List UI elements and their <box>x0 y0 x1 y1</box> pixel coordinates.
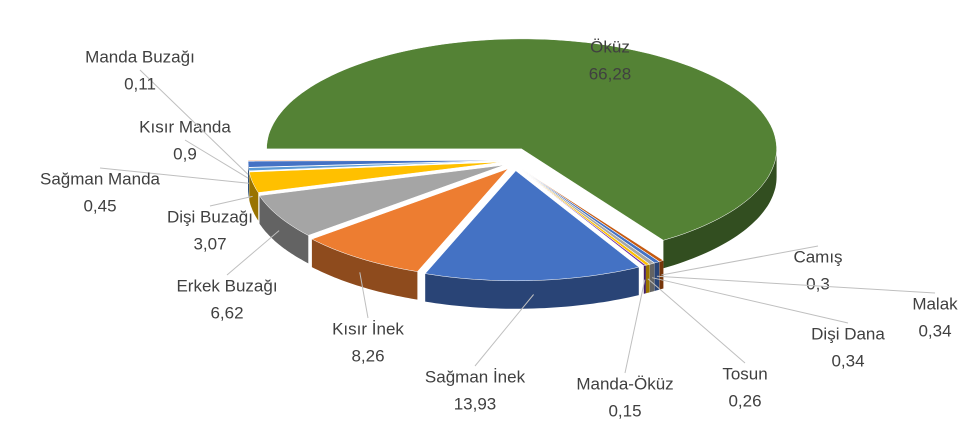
data-label-value: 13,93 <box>454 394 497 413</box>
slice <box>520 169 647 267</box>
slice <box>247 160 504 168</box>
leader-line <box>474 294 534 367</box>
slice-side <box>425 267 639 309</box>
slice <box>311 168 509 272</box>
data-label-name: Dişi Buzağı <box>167 207 253 226</box>
data-label-value: 66,28 <box>589 64 632 83</box>
slice <box>259 164 505 236</box>
data-label-value: 0,15 <box>608 401 641 420</box>
data-label-value: 0,34 <box>918 321 951 340</box>
data-label-name: Manda-Öküz <box>576 374 673 393</box>
leader-line <box>99 167 249 184</box>
data-label-value: 0,26 <box>728 391 761 410</box>
slice <box>248 160 504 172</box>
slice-side <box>659 260 664 290</box>
leader-line <box>139 69 249 175</box>
slice <box>247 159 504 162</box>
data-label-name: Manda Buzağı <box>85 47 195 66</box>
data-label-name: Kısır Manda <box>139 117 231 136</box>
data-label-value: 3,07 <box>193 234 226 253</box>
leader-line <box>226 230 280 276</box>
slice <box>266 38 777 241</box>
slice <box>248 161 504 193</box>
leader-line <box>209 195 253 207</box>
data-label-name: Dişi Dana <box>811 324 885 343</box>
data-label-value: 0,9 <box>173 144 197 163</box>
slice <box>521 168 660 264</box>
data-label-value: 0,34 <box>831 351 864 370</box>
data-label-value: 0,45 <box>83 196 116 215</box>
leader-line <box>359 272 369 319</box>
slice-side <box>259 195 309 264</box>
leader-line <box>647 278 746 364</box>
data-label-value: 8,26 <box>351 346 384 365</box>
slice <box>424 170 640 282</box>
data-label-name: Öküz <box>590 37 630 56</box>
leader-line <box>651 277 849 324</box>
data-label-value: 6,62 <box>210 303 243 322</box>
slice-side <box>663 148 777 269</box>
data-label-value: 0,3 <box>806 274 830 293</box>
leader-line <box>184 139 249 179</box>
data-label-name: Kısır İnek <box>332 319 404 338</box>
leader-line <box>624 279 646 374</box>
slice-side <box>248 161 249 196</box>
slice-side <box>643 265 646 294</box>
data-label-value: 0,11 <box>124 74 156 93</box>
data-label-name: Tosun <box>722 364 767 383</box>
data-label-name: Erkek Buzağı <box>176 276 277 295</box>
data-label-name: Sağman Manda <box>40 169 161 188</box>
data-label-name: Sağman İnek <box>425 367 526 386</box>
data-label-name: Camış <box>793 247 842 266</box>
leader-line <box>656 275 936 294</box>
leader-line <box>661 245 819 276</box>
slice-side <box>249 172 259 221</box>
slice-side <box>311 239 418 300</box>
data-label-name: Malak <box>912 294 958 313</box>
